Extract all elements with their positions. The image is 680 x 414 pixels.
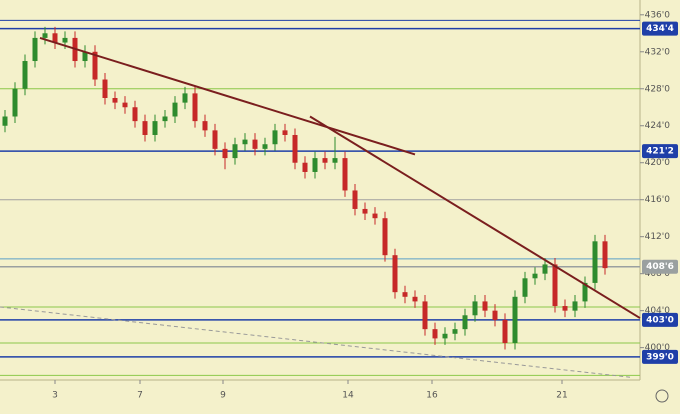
- y-tick-label: 412'0: [645, 232, 671, 242]
- candle-body: [502, 319, 508, 344]
- candle-body: [492, 310, 498, 320]
- candle-body: [292, 134, 298, 163]
- candle-body: [122, 102, 128, 108]
- candle-body: [342, 158, 348, 191]
- price-label-box: [642, 349, 678, 364]
- candle-body: [572, 301, 578, 311]
- price-label-box: [642, 21, 678, 36]
- price-label-box: [642, 259, 678, 274]
- candle-body: [562, 306, 568, 311]
- candle-body: [592, 241, 598, 283]
- candle-body: [262, 144, 268, 149]
- candle-body: [312, 158, 318, 172]
- y-tick-label: 436'0: [645, 10, 671, 20]
- candle-body: [232, 144, 238, 159]
- price-label: 399'0: [646, 352, 674, 362]
- candle-body: [222, 148, 228, 159]
- candle-body: [272, 130, 278, 145]
- price-label: 434'4: [646, 24, 674, 34]
- price-label: 421'2: [646, 147, 674, 157]
- x-tick-label: 9: [220, 391, 226, 401]
- candle-body: [422, 301, 428, 330]
- trend-line: [39, 36, 416, 156]
- candle-body: [452, 329, 458, 334]
- candle-body: [42, 33, 48, 38]
- y-tick-label: 416'0: [645, 195, 671, 205]
- candle-body: [2, 116, 8, 126]
- x-tick-label: 3: [52, 391, 58, 401]
- candle-body: [402, 292, 408, 297]
- y-tick-label: 432'0: [645, 47, 671, 57]
- candle-body: [352, 190, 358, 209]
- x-tick-label: 14: [342, 391, 354, 401]
- candle-body: [212, 130, 218, 149]
- price-label-box: [642, 144, 678, 159]
- candle-body: [92, 51, 98, 80]
- candle-body: [532, 273, 538, 279]
- candle-body: [412, 296, 418, 302]
- x-tick-label: 7: [137, 391, 143, 401]
- candle-body: [372, 213, 378, 219]
- candle-body: [322, 158, 328, 163]
- candle-body: [472, 301, 478, 316]
- candle-body: [102, 79, 108, 99]
- candle-body: [482, 301, 488, 311]
- candle-body: [202, 121, 208, 131]
- candle-body: [462, 315, 468, 330]
- candle-body: [142, 121, 148, 135]
- candle-body: [252, 139, 258, 149]
- candle-body: [162, 116, 168, 122]
- candle-body: [242, 139, 248, 145]
- candle-body: [602, 241, 608, 269]
- y-tick-label: 424'0: [645, 121, 671, 131]
- candle-body: [22, 61, 28, 89]
- candle-body: [552, 264, 558, 307]
- candle-body: [382, 218, 388, 256]
- settings-icon[interactable]: [655, 389, 669, 403]
- trend-line: [0, 306, 631, 378]
- candle-body: [512, 296, 518, 344]
- candle-body: [282, 130, 288, 135]
- candle-body: [582, 282, 588, 302]
- x-tick-label: 21: [556, 391, 567, 401]
- price-label-box: [642, 312, 678, 327]
- candle-body: [152, 121, 158, 135]
- candle-body: [82, 51, 88, 62]
- price-label: 408'6: [646, 262, 674, 272]
- candle-body: [12, 88, 18, 117]
- candle-body: [432, 329, 438, 339]
- y-tick-label: 420'0: [645, 158, 671, 168]
- candle-body: [192, 93, 198, 122]
- candle-body: [302, 162, 308, 172]
- candle-body: [362, 208, 368, 214]
- x-tick-label: 16: [426, 391, 438, 401]
- price-label: 403'0: [646, 315, 674, 325]
- candle-body: [392, 255, 398, 293]
- y-tick-label: 408'0: [645, 269, 671, 279]
- candle-body: [172, 102, 178, 117]
- y-tick-label: 428'0: [645, 84, 671, 94]
- candle-body: [52, 33, 58, 43]
- candle-body: [542, 264, 548, 274]
- candle-body: [182, 93, 188, 103]
- candle-body: [442, 333, 448, 339]
- candle-body: [132, 107, 138, 122]
- y-tick-label: 400'0: [645, 343, 671, 353]
- y-tick-label: 404'0: [645, 306, 671, 316]
- candle-body: [62, 37, 68, 43]
- candle-body: [522, 278, 528, 297]
- candle-body: [32, 37, 38, 62]
- candle-body: [332, 158, 338, 163]
- trend-line: [309, 115, 641, 319]
- candle-body: [112, 98, 118, 103]
